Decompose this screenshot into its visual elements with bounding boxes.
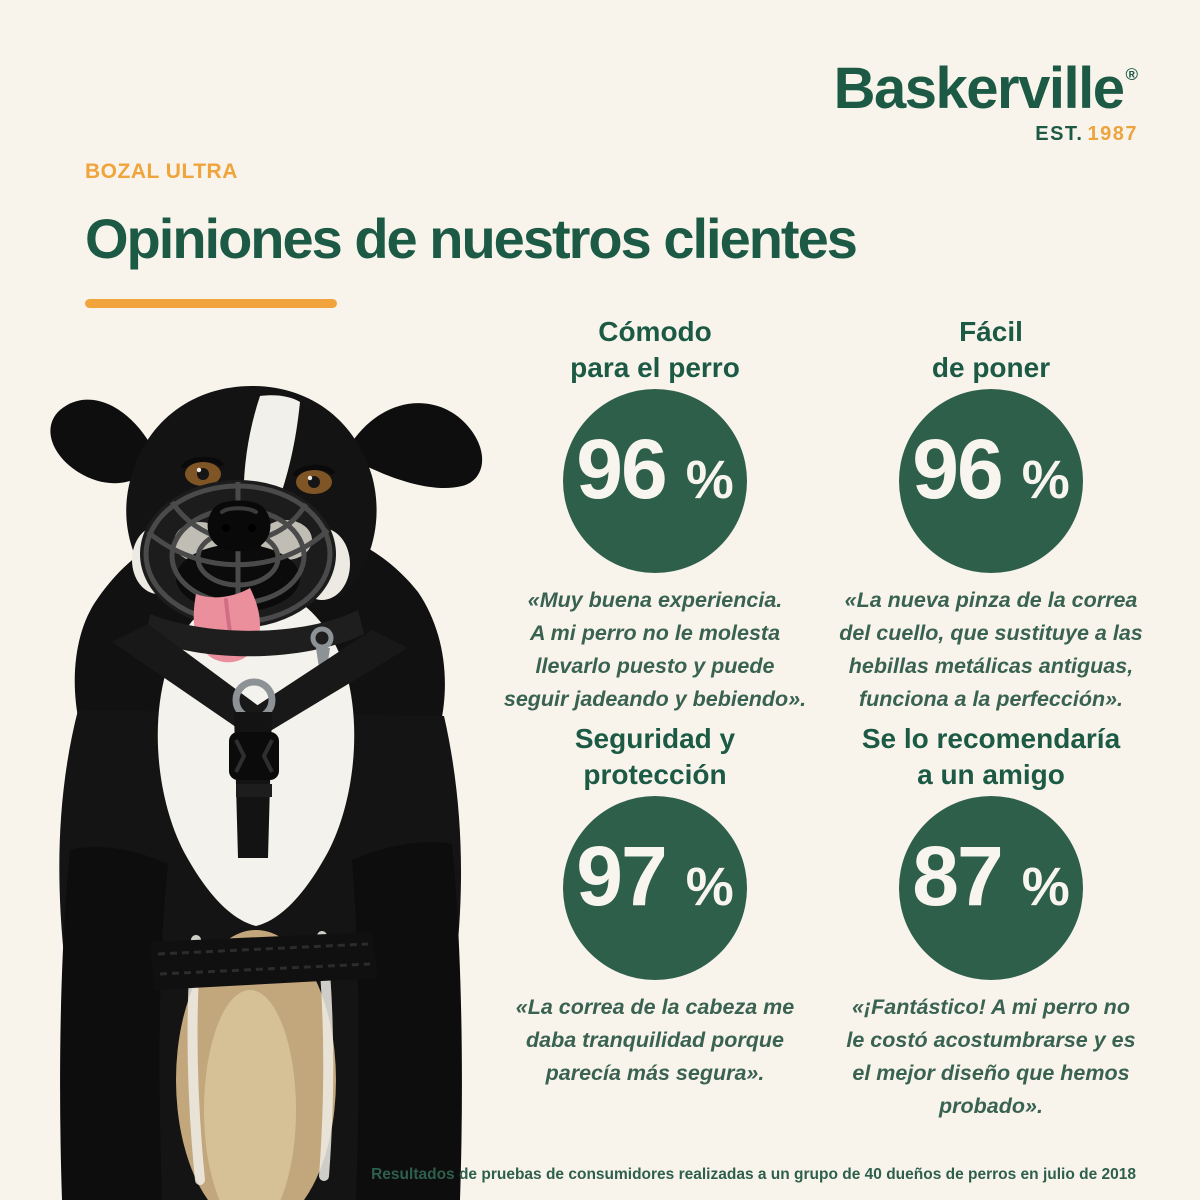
stat-title: Cómodo para el perro <box>570 316 740 383</box>
stat-quote: «La correa de la cabeza me daba tranquil… <box>515 995 795 1085</box>
stat-value: 96 <box>576 422 667 516</box>
dog-photo <box>50 386 483 1200</box>
stat-percent-sign: % <box>685 857 734 917</box>
stat-title: Seguridad y protección <box>574 723 736 790</box>
brand-wordmark: Baskerville ® <box>834 60 1138 118</box>
page-title: Opiniones de nuestros clientes <box>85 207 858 270</box>
brand-established-line: EST. 1987 <box>834 123 1138 146</box>
stat-circle: 96 % <box>563 389 747 573</box>
dog-right-ear <box>352 403 483 488</box>
footer-disclaimer: Resultados de pruebas de consumidores re… <box>371 1166 1136 1183</box>
stat-card: Se lo recomendaría a un amigo 87 % «¡Fan… <box>816 721 1166 1123</box>
stat-value: 87 <box>912 829 1003 923</box>
dog-eyes <box>181 456 335 494</box>
stat-quote: «Muy buena experiencia. A mi perro no le… <box>503 588 807 711</box>
stat-card: Seguridad y protección 97 % «La correa d… <box>488 721 822 1090</box>
stat-title: Fácil de poner <box>931 316 1051 383</box>
stat-percent-sign: % <box>685 450 734 510</box>
dog-collar <box>146 610 364 657</box>
stat-figure: 96 % <box>912 427 1069 511</box>
stat-percent-sign: % <box>1021 857 1070 917</box>
dog-left-ear <box>50 399 158 484</box>
brand-name: Baskerville <box>833 56 1125 121</box>
brand-est-year: 1987 <box>1087 123 1138 145</box>
registered-trademark-icon: ® <box>1125 65 1138 84</box>
stat-circle: 87 % <box>899 796 1083 980</box>
stat-value: 96 <box>912 422 1003 516</box>
stat-value: 97 <box>576 829 667 923</box>
brand-logo: Baskerville ® EST. 1987 <box>834 60 1138 146</box>
stat-card: Cómodo para el perro 96 % «Muy buena exp… <box>488 314 822 716</box>
stat-figure: 87 % <box>912 834 1069 918</box>
stat-circle: 97 % <box>563 796 747 980</box>
stat-figure: 97 % <box>576 834 733 918</box>
dog-harness <box>112 624 408 990</box>
product-name-label: BOZAL ULTRA <box>85 160 238 183</box>
stat-circle: 96 % <box>899 389 1083 573</box>
brand-est-label: EST. <box>1035 123 1084 145</box>
title-underline <box>85 299 337 308</box>
stat-quote: «¡Fantástico! A mi perro no le costó aco… <box>846 995 1136 1118</box>
stat-card: Fácil de poner 96 % «La nueva pinza de l… <box>816 314 1166 716</box>
stat-figure: 96 % <box>576 427 733 511</box>
muzzle-cage <box>140 480 336 628</box>
stat-percent-sign: % <box>1021 450 1070 510</box>
stat-quote: «La nueva pinza de la correa del cuello,… <box>839 588 1143 711</box>
stat-title: Se lo recomendaría a un amigo <box>861 723 1121 790</box>
